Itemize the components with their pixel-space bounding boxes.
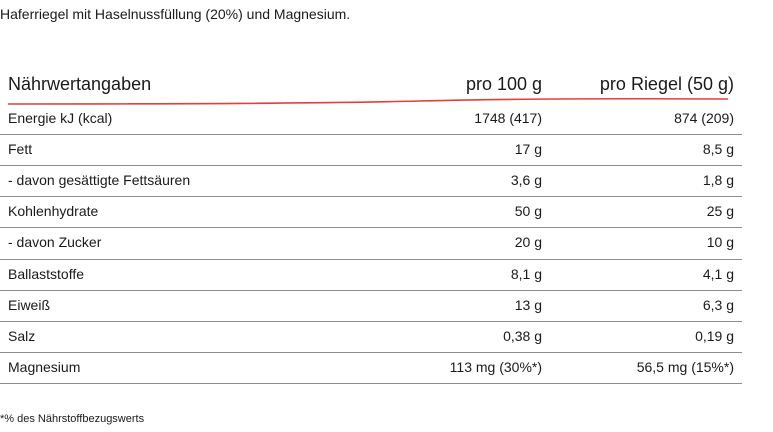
row-label: Eiweiß [8,296,51,313]
row-divider [0,165,742,166]
row-divider [0,259,742,260]
cell-per-bar: 6,3 g [702,296,734,313]
row-divider [0,352,742,353]
header-cell: pro 100 g [465,74,542,94]
cell-per-100g: 20 g [514,234,542,251]
intro-text: Haferriegel mit Haselnussfüllung (20%) u… [0,6,351,22]
cell-per-100g: 1748 (417) [474,110,542,126]
row-label: - davon Zucker [8,234,102,251]
red-underline [7,97,729,105]
row-label: Magnesium [8,358,81,375]
cell-per-bar: 0,19 g [695,327,734,344]
cell-per-100g: 3,6 g [510,172,542,189]
footnote: *% des Nährstoffbezugswerts [0,413,145,425]
cell-per-bar: 8,5 g [702,141,734,158]
row-divider [0,227,742,228]
cell-per-bar: 56,5 mg (15%*) [636,358,734,375]
header-cell: pro Riegel (50 g) [599,74,734,94]
cell-per-100g: 17 g [514,141,542,158]
cell-per-bar: 4,1 g [702,265,734,282]
cell-per-100g: 113 mg (30%*) [449,358,542,375]
cell-per-bar: 1,8 g [702,172,734,189]
row-label: Energie kJ (kcal) [8,110,113,126]
cell-per-bar: 25 g [706,203,734,220]
row-label: Kohlenhydrate [8,203,99,220]
row-divider [0,383,742,384]
cell-per-100g: 0,38 g [503,327,542,344]
cell-per-bar: 10 g [706,234,734,251]
row-label: Salz [8,327,36,344]
row-label: - davon gesättigte Fettsäuren [8,172,191,189]
row-divider [0,290,742,291]
cell-per-100g: 50 g [514,203,542,220]
header-cell: Nährwertangaben [8,74,152,94]
row-label: Ballaststoffe [8,265,85,282]
row-divider [0,134,742,135]
cell-per-bar: 874 (209) [674,110,734,126]
row-divider [0,196,742,197]
cell-per-100g: 8,1 g [510,265,542,282]
row-label: Fett [8,141,33,158]
cell-per-100g: 13 g [514,296,542,313]
row-divider [0,321,742,322]
